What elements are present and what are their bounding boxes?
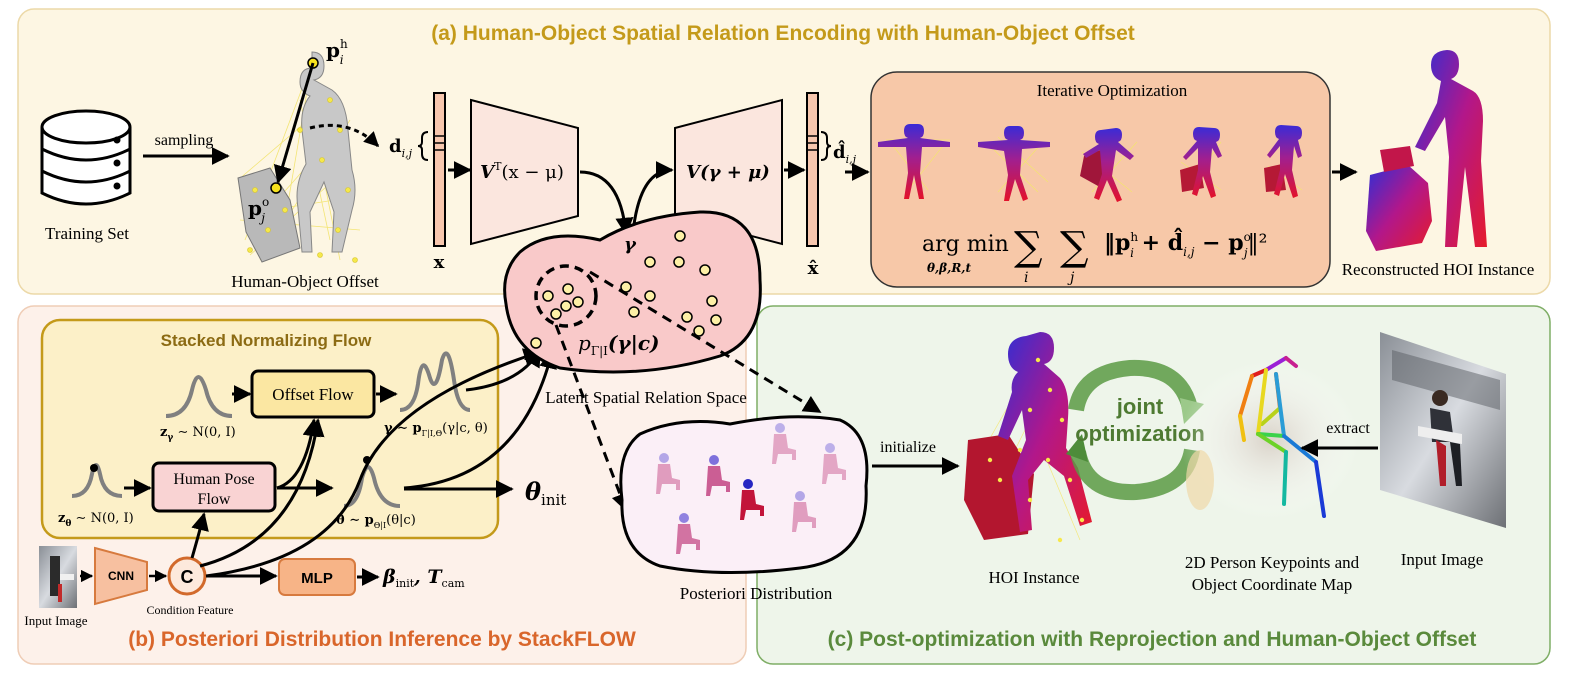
offset-flow-label: Offset Flow (272, 385, 354, 404)
p-h-label: ph i (326, 37, 348, 67)
condition-feature-label: Condition Feature (147, 603, 234, 617)
latent-cluster-highlight (534, 264, 598, 328)
offset-flow-block (250, 369, 376, 419)
c-to-pose-flow-arrow (190, 512, 209, 559)
d-hat-brace (820, 131, 832, 161)
cnn-block (94, 546, 148, 606)
c-to-offset-flow-arrow (199, 418, 325, 568)
input-image-label-c: Input Image (1401, 550, 1484, 569)
input-image-label-b: Input Image (24, 613, 87, 628)
sum-j-symbol: ∑ (1060, 224, 1089, 270)
theta-init-label: θinit (525, 477, 566, 509)
c-to-latent-arrow (205, 348, 542, 578)
encoder-block (470, 98, 579, 246)
latent-samples (530, 230, 722, 349)
iterative-optimization-title: Iterative Optimization (1037, 81, 1188, 100)
panel-b-title: (b) Posteriori Distribution Inference by… (128, 628, 636, 651)
sum-i-symbol: ∑ (1014, 224, 1043, 270)
posteriori-distribution-label: Posteriori Distribution (680, 584, 833, 603)
condition-feature-symbol: C (181, 567, 194, 587)
p-o-label: po j (248, 195, 269, 225)
keypoints-label-2: Object Coordinate Map (1192, 575, 1353, 594)
encoder-label: VT(x − μ) (480, 160, 564, 183)
x-vector (433, 92, 446, 247)
input-image-photo (1380, 332, 1506, 528)
stacked-flow-title: Stacked Normalizing Flow (161, 331, 372, 350)
beta-tcam-label: βinit, Tcam (382, 566, 465, 590)
keypoints-label-1: 2D Person Keypoints and (1185, 553, 1360, 572)
z-theta-sample (90, 464, 98, 472)
hoi-instance-label: HOI Instance (988, 568, 1079, 587)
latent-space-label: Latent Spatial Relation Space (545, 388, 747, 407)
x-hat-vector-segments (807, 135, 818, 151)
cluster-to-posterior-right (589, 270, 822, 414)
decoder-label: V(γ + μ) (686, 162, 770, 183)
theta-to-latent-arrow (403, 350, 557, 490)
gamma-posterior-curve (399, 351, 471, 412)
sampling-label: sampling (155, 132, 214, 149)
iterative-optimization-frames (878, 124, 1303, 202)
condition-feature-node (167, 556, 207, 596)
extract-label: extract (1326, 420, 1370, 437)
cnn-label: CNN (108, 569, 134, 583)
reconstructed-hoi-label: Reconstructed HOI Instance (1342, 260, 1535, 279)
x-hat-vector (806, 92, 819, 247)
panel-a-title: (a) Human-Object Spatial Relation Encodi… (431, 22, 1135, 45)
d-hat-ij-label: d̂i,j (833, 139, 857, 166)
x-vector-segments (434, 135, 445, 151)
panel-c-title: (c) Post-optimization with Reprojection … (828, 628, 1477, 651)
z-gamma-label: zγ ∼ N(0, I) (160, 425, 236, 443)
human-object-offset-label: Human-Object Offset (231, 272, 379, 291)
posteriori-samples (656, 423, 846, 554)
human-pose-flow-label-1: Human Pose (173, 471, 254, 488)
human-pose-flow-block (151, 461, 277, 513)
latent-to-decoder-arrow (631, 161, 674, 233)
objective-expression: ‖ph i + d̂i,j − po j‖² (1104, 228, 1267, 260)
sum-j-index: j (1067, 270, 1075, 286)
human-object-offset-illustration (237, 51, 380, 263)
latent-density-label: pΓ|I(γ|c) (578, 331, 660, 358)
latent-gamma-label: γ (624, 234, 637, 255)
z-theta-label: zθ ∼ N(0, I) (58, 511, 134, 529)
d-ij-label: di,j (389, 136, 413, 160)
decoder-block (674, 98, 783, 246)
human-pose-flow-label-2: Flow (198, 491, 231, 508)
hoi-instance-illustration (964, 332, 1092, 543)
argmin-subscript: θ,β,R,t (927, 261, 971, 275)
keypoints-illustration (1180, 356, 1360, 520)
sum-i-index: i (1024, 270, 1028, 286)
d-ij-brace (417, 131, 429, 161)
joint-optimization-label-1: joint (1116, 394, 1164, 419)
input-image-thumbnail (39, 546, 77, 608)
x-label: x (434, 252, 445, 273)
theta-posterior-label: θ ∼ pΘ|I(θ|c) (336, 513, 416, 530)
database-icon (40, 109, 132, 206)
initialize-label: initialize (880, 439, 936, 456)
training-set-label: Training Set (45, 224, 129, 243)
reconstructed-hoi-instance (1366, 50, 1487, 251)
joint-optimization-cycle (1066, 359, 1204, 501)
encoder-to-latent-arrow (579, 170, 634, 236)
mlp-label: MLP (301, 570, 333, 587)
mlp-block (278, 558, 356, 596)
argmin-label: arg min (922, 232, 1009, 257)
x-hat-label: x̂ (808, 258, 819, 279)
z-gamma-gaussian (165, 375, 233, 418)
theta-posterior-curve (343, 465, 401, 508)
